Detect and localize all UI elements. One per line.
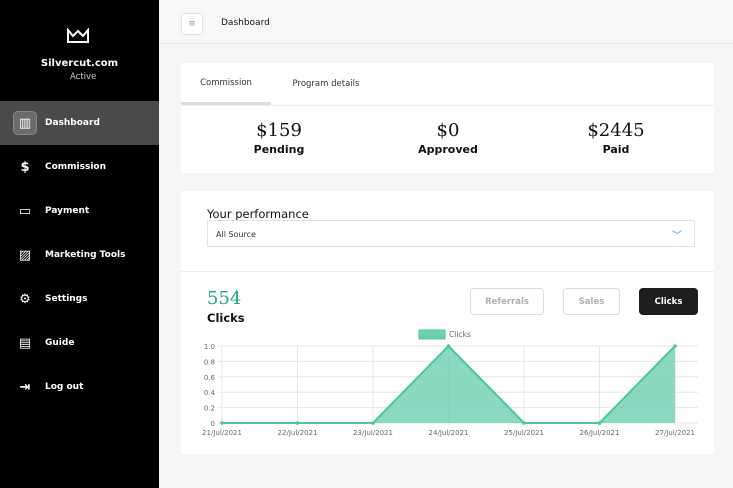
- menu-toggle-button[interactable]: ≡: [181, 13, 203, 35]
- x-tick-label: 23/Jul/2021: [353, 429, 393, 437]
- sidebar-item-log-out[interactable]: ⇥ Log out: [0, 365, 159, 409]
- y-tick-label: 0.8: [204, 358, 215, 366]
- stat-label: Paid: [602, 143, 630, 156]
- x-tick-label: 25/Jul/2021: [504, 429, 544, 437]
- x-tick-label: 22/Jul/2021: [278, 429, 318, 437]
- data-point: [371, 421, 375, 425]
- data-point: [597, 421, 602, 425]
- y-tick-label: 0.4: [204, 389, 216, 397]
- stat-value: $159: [256, 120, 302, 141]
- stat-value: $2445: [587, 120, 645, 141]
- y-tick-label: 0.2: [204, 405, 215, 413]
- stat-value: $0: [436, 120, 460, 141]
- sidebar: Silvercut.com Active ▥ Dashboard $ Commissi…: [0, 0, 159, 488]
- sidebar-item-commission[interactable]: $ Commission: [0, 145, 159, 189]
- legend-label: Clicks: [449, 330, 471, 339]
- performance-title: Your performance: [207, 207, 309, 221]
- sidebar-item-payment[interactable]: ▭ Payment: [0, 189, 159, 233]
- y-tick-label: 0: [211, 420, 215, 428]
- sidebar-item-label: Dashboard: [45, 118, 100, 128]
- money-hand-icon: $: [20, 159, 30, 175]
- area-fill: [222, 346, 675, 423]
- chevron-down-icon: ﹀: [672, 231, 682, 242]
- x-tick-label: 24/Jul/2021: [429, 429, 469, 437]
- hamburger-icon: ≡: [188, 19, 196, 29]
- data-point: [446, 344, 451, 348]
- y-tick-label: 0.6: [204, 374, 216, 382]
- sidebar-item-label: Settings: [45, 294, 88, 304]
- sidebar-item-guide[interactable]: ▤ Guide: [0, 321, 159, 365]
- credit-card-icon: ▭: [18, 203, 32, 219]
- sidebar-item-label: Marketing Tools: [45, 250, 126, 260]
- sidebar-item-dashboard[interactable]: ▥ Dashboard: [0, 101, 159, 145]
- data-point: [220, 421, 224, 425]
- data-point: [522, 421, 526, 425]
- stat-label: Pending: [253, 143, 305, 156]
- sidebar-item-label: Payment: [45, 206, 90, 216]
- data-point: [673, 344, 677, 348]
- clicks-button[interactable]: Clicks: [639, 288, 698, 315]
- data-point: [295, 421, 300, 425]
- sidebar-item-marketing-tools[interactable]: ▨ Marketing Tools: [0, 233, 159, 277]
- stat-approved: $0 Approved: [358, 120, 538, 156]
- sidebar-item-label: Log out: [45, 382, 84, 392]
- logout-icon: ⇥: [19, 379, 31, 395]
- sidebar-item-label: Guide: [45, 338, 75, 348]
- image-icon: ▨: [18, 247, 32, 263]
- commission-card: Commission Program details $159 Pending $…: [181, 63, 714, 173]
- sidebar-item-settings[interactable]: ⚙ Settings: [0, 277, 159, 321]
- x-tick-label: 27/Jul/2021: [655, 429, 695, 437]
- brand-name: Silvercut.com: [40, 58, 119, 69]
- stat-paid: $2445 Paid: [526, 120, 706, 156]
- account-status: Active: [70, 72, 97, 82]
- x-tick-label: 21/Jul/2021: [202, 429, 242, 437]
- tab-program-details[interactable]: Program details: [292, 79, 360, 89]
- tab-commission[interactable]: Commission: [181, 63, 271, 105]
- page-title: Dashboard: [221, 18, 270, 28]
- source-select[interactable]: All Source ﹀: [207, 220, 695, 247]
- stat-pending: $159 Pending: [189, 120, 369, 156]
- stat-label: Approved: [418, 143, 478, 156]
- source-value: All Source: [216, 230, 256, 239]
- y-tick-label: 1.0: [204, 343, 215, 351]
- crown-logo-icon: [67, 28, 89, 43]
- clicks-chart: 0 0.2 0.4 0.6 0.8 1.0 21/Jul/2021 22/Jul/2021 23…: [202, 329, 698, 437]
- gear-icon: ⚙: [19, 291, 31, 307]
- sales-button[interactable]: Sales: [563, 288, 620, 315]
- x-tick-label: 26/Jul/2021: [580, 429, 620, 437]
- book-icon: ▤: [18, 335, 32, 351]
- legend-swatch: [418, 329, 446, 340]
- metric-count: 554: [207, 288, 242, 309]
- bar-chart-icon: ▥: [13, 111, 37, 135]
- referrals-button[interactable]: Referrals: [470, 288, 544, 315]
- sidebar-item-label: Commission: [45, 162, 107, 172]
- metric-label: Clicks: [207, 311, 245, 325]
- topbar: ≡ Dashboard: [159, 0, 733, 44]
